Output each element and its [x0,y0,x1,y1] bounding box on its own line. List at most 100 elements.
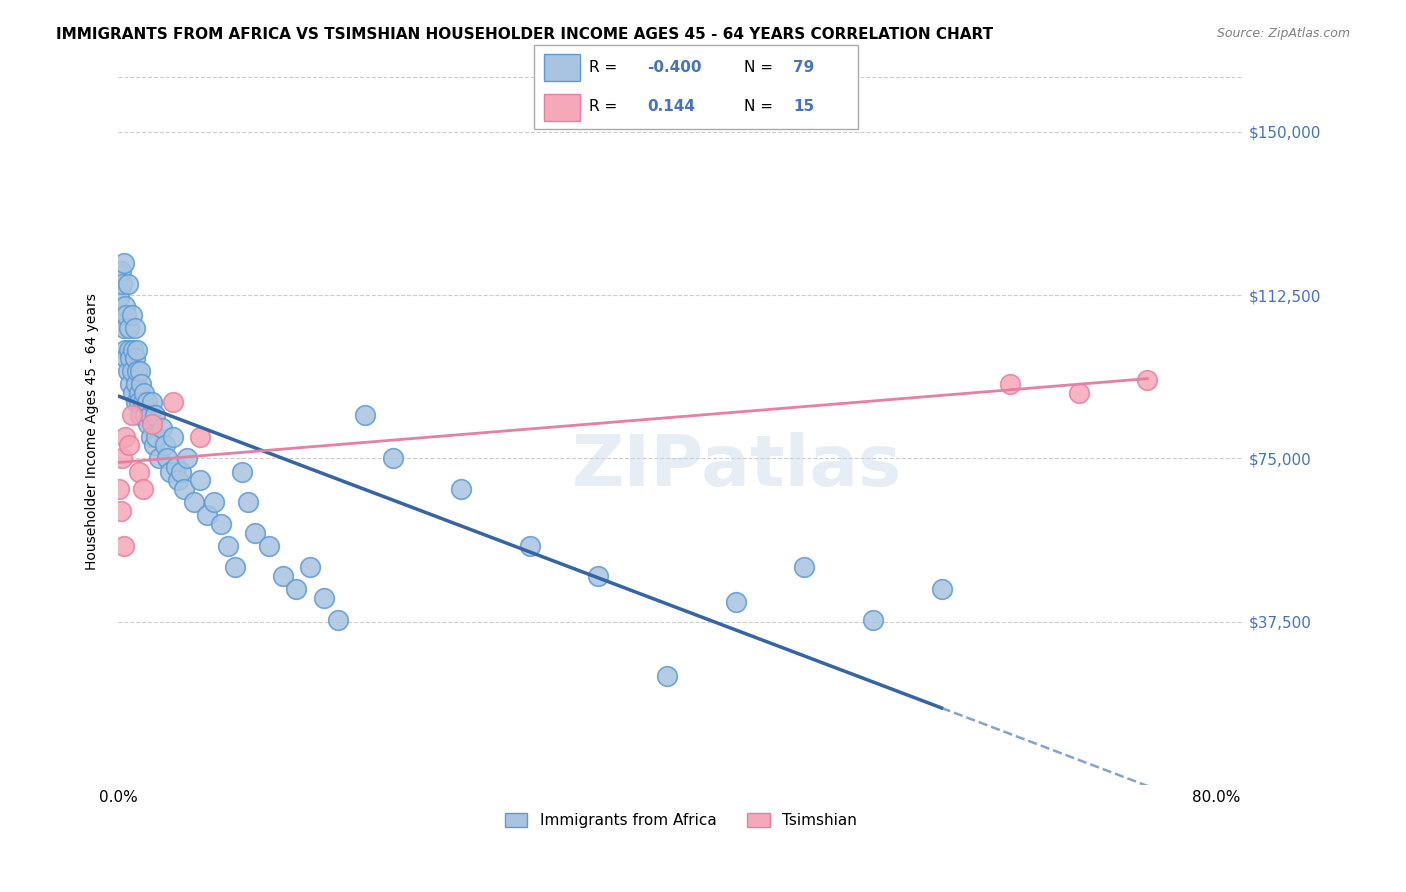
Point [145,430,167,444]
Point [112,321,135,335]
Point [162,395,184,409]
Point [299,560,322,574]
Point [159,465,181,479]
Point [183,495,205,509]
Point [217,539,239,553]
Point [128,395,150,409]
Point [121,308,143,322]
Point [139,430,162,444]
Point [381,451,404,466]
Point [129,408,152,422]
Point [190,430,212,444]
Point [118,321,141,335]
Point [142,438,165,452]
Point [115,308,138,322]
Point [354,408,377,422]
Point [588,569,610,583]
Point [110,264,132,278]
Point [141,417,163,431]
Point [285,582,308,596]
Point [118,438,141,452]
Point [117,277,139,292]
Point [135,395,157,409]
Text: 79: 79 [793,60,814,75]
Point [257,539,280,553]
Point [136,417,159,431]
Point [1136,373,1159,387]
Point [138,408,160,422]
Point [167,473,190,487]
Point [173,482,195,496]
Point [176,451,198,466]
Point [312,591,335,605]
Text: IMMIGRANTS FROM AFRICA VS TSIMSHIAN HOUSEHOLDER INCOME AGES 45 - 64 YEARS CORREL: IMMIGRANTS FROM AFRICA VS TSIMSHIAN HOUS… [56,27,994,42]
FancyBboxPatch shape [534,45,858,129]
Point [112,539,135,553]
Point [114,299,136,313]
Point [122,386,145,401]
Text: ZIPatlas: ZIPatlas [572,432,903,501]
Text: N =: N = [745,60,779,75]
Point [134,408,156,422]
Point [143,408,166,422]
Point [271,569,294,583]
Point [245,525,267,540]
FancyBboxPatch shape [544,94,579,120]
Point [115,351,138,366]
Point [132,482,155,496]
Point [121,364,143,378]
Point [118,343,141,357]
Point [190,473,212,487]
Point [122,343,145,357]
Point [519,539,541,553]
Point [231,465,253,479]
Point [202,495,225,509]
Point [931,582,953,596]
Point [132,395,155,409]
Point [209,516,232,531]
Point [108,290,131,304]
Text: 15: 15 [793,99,814,114]
Point [127,364,149,378]
Point [128,386,150,401]
Point [793,560,815,574]
Point [112,255,135,269]
Point [724,595,747,609]
Point [125,377,148,392]
Point [162,430,184,444]
Point [120,377,142,392]
Point [165,460,187,475]
Point [1067,386,1090,401]
Point [141,395,163,409]
Text: N =: N = [745,99,779,114]
Text: 0.144: 0.144 [647,99,696,114]
Point [134,386,156,401]
Point [124,351,146,366]
Point [110,504,132,518]
Point [131,377,153,392]
Point [120,351,142,366]
Text: Source: ZipAtlas.com: Source: ZipAtlas.com [1216,27,1350,40]
Point [326,613,349,627]
Legend: Immigrants from Africa, Tsimshian: Immigrants from Africa, Tsimshian [498,806,863,834]
Text: -0.400: -0.400 [647,60,702,75]
Point [128,465,150,479]
Text: R =: R = [589,60,623,75]
Point [129,364,152,378]
FancyBboxPatch shape [544,54,579,81]
Point [111,451,134,466]
Point [114,430,136,444]
Point [125,395,148,409]
Point [114,343,136,357]
Point [150,421,173,435]
Point [111,277,134,292]
Point [998,377,1021,392]
Point [238,495,260,509]
Point [108,482,131,496]
Point [170,465,193,479]
Point [224,560,246,574]
Point [655,669,678,683]
Point [124,321,146,335]
Point [153,438,176,452]
Point [148,451,170,466]
